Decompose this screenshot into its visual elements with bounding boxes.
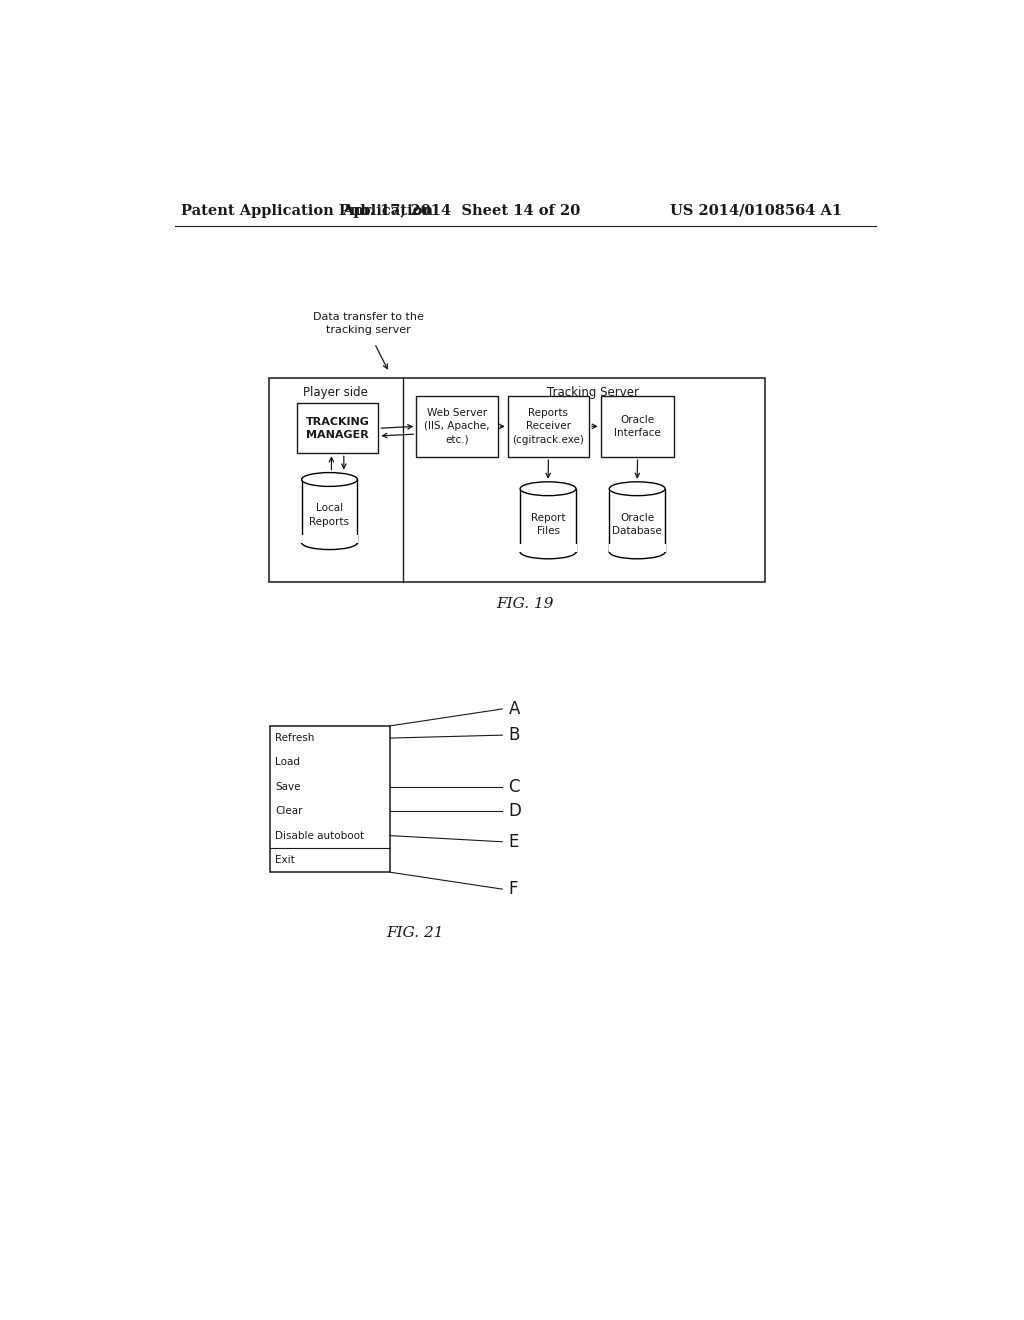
- Text: Local
Reports: Local Reports: [309, 503, 349, 527]
- Bar: [270, 726, 390, 873]
- Ellipse shape: [302, 536, 357, 549]
- Text: B: B: [509, 726, 520, 744]
- Ellipse shape: [520, 545, 575, 558]
- Bar: [417, 396, 498, 457]
- Text: Disable autoboot: Disable autoboot: [275, 830, 365, 841]
- Ellipse shape: [302, 473, 357, 486]
- Text: Player side: Player side: [303, 387, 369, 400]
- Text: Clear: Clear: [275, 807, 303, 816]
- Text: Oracle
Database: Oracle Database: [612, 512, 663, 536]
- Text: C: C: [509, 777, 520, 796]
- Ellipse shape: [609, 482, 665, 495]
- Text: A: A: [509, 700, 520, 718]
- Text: FIG. 19: FIG. 19: [496, 598, 554, 611]
- Text: FIG. 21: FIG. 21: [386, 927, 443, 940]
- Bar: [519, 544, 577, 552]
- Text: Refresh: Refresh: [275, 733, 314, 743]
- Bar: [301, 535, 358, 543]
- Bar: [508, 396, 589, 457]
- Ellipse shape: [609, 545, 665, 558]
- Text: Reports
Receiver
(cgitrack.exe): Reports Receiver (cgitrack.exe): [512, 408, 585, 445]
- Text: TRACKING
MANAGER: TRACKING MANAGER: [306, 417, 370, 440]
- Text: Report
Files: Report Files: [530, 512, 565, 536]
- Bar: [601, 396, 675, 457]
- Bar: [297, 404, 378, 453]
- Text: E: E: [509, 833, 519, 851]
- Text: F: F: [509, 880, 518, 898]
- Text: Tracking Server: Tracking Server: [547, 387, 639, 400]
- Text: D: D: [509, 803, 521, 820]
- Text: Exit: Exit: [275, 855, 295, 865]
- Text: Patent Application Publication: Patent Application Publication: [180, 203, 433, 218]
- Text: Data transfer to the
tracking server: Data transfer to the tracking server: [312, 313, 424, 335]
- Text: Load: Load: [275, 758, 300, 767]
- Ellipse shape: [520, 482, 575, 495]
- Text: US 2014/0108564 A1: US 2014/0108564 A1: [671, 203, 843, 218]
- Text: Apr. 17, 2014  Sheet 14 of 20: Apr. 17, 2014 Sheet 14 of 20: [342, 203, 581, 218]
- Bar: [269, 378, 765, 582]
- Text: Oracle
Interface: Oracle Interface: [614, 414, 660, 438]
- Text: Save: Save: [275, 781, 301, 792]
- Text: Web Server
(IIS, Apache,
etc.): Web Server (IIS, Apache, etc.): [424, 408, 489, 445]
- Bar: [608, 544, 666, 552]
